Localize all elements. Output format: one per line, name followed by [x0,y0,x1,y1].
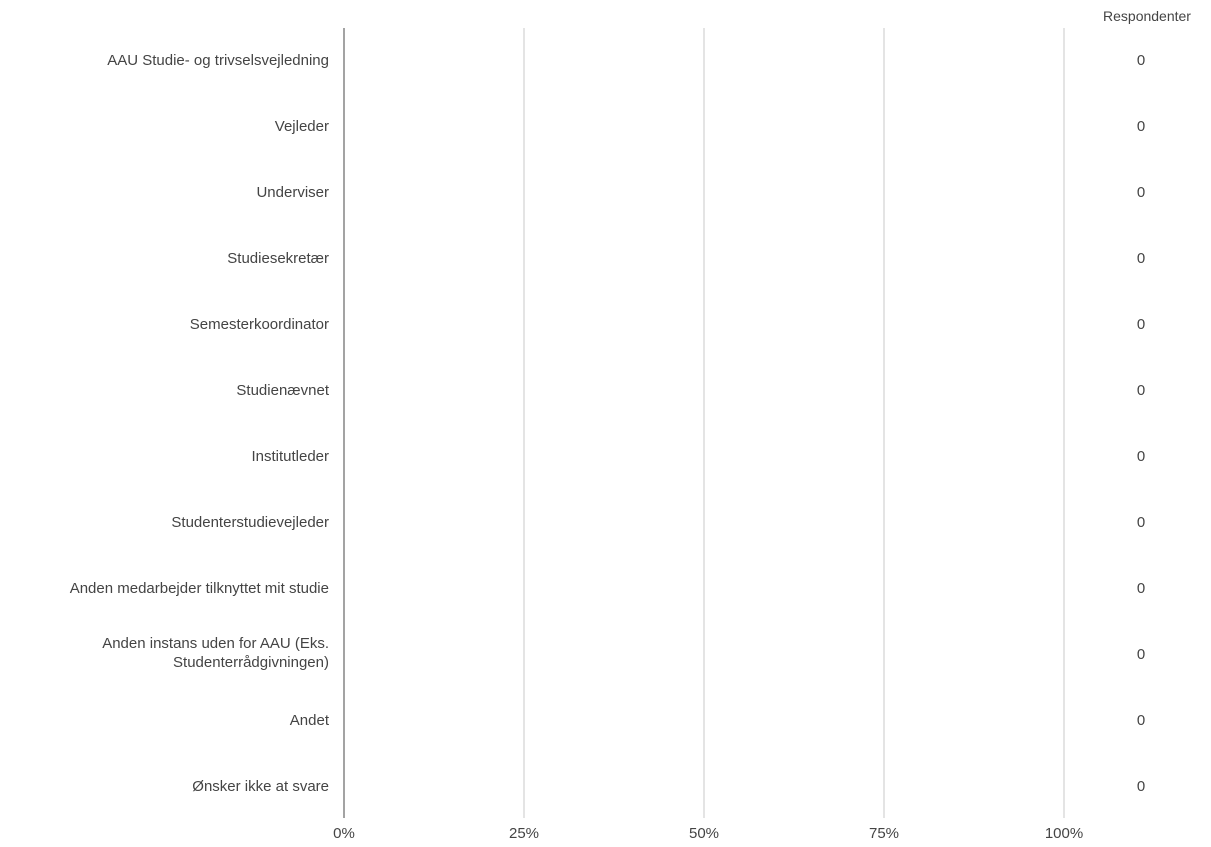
category-label: Studenterstudievejleder [171,514,329,531]
x-tick-label: 50% [689,825,719,842]
respondent-count: 0 [1137,712,1145,729]
respondent-count: 0 [1137,514,1145,531]
category-label: Semesterkoordinator [190,316,329,333]
category-label: Studiesekretær [227,250,329,267]
category-label: Vejleder [275,118,329,135]
respondent-count: 0 [1137,52,1145,69]
respondent-count: 0 [1137,382,1145,399]
respondents-column-header: Respondenter [1103,8,1191,24]
respondent-count: 0 [1137,118,1145,135]
category-label: Ønsker ikke at svare [192,778,329,795]
respondent-count: 0 [1137,250,1145,267]
respondent-values: 0 0 0 0 0 0 0 0 0 0 0 0 [1137,52,1145,795]
x-tick-label: 0% [333,825,355,842]
category-label: Institutleder [251,448,329,465]
x-tick-label: 100% [1045,825,1083,842]
category-label: Underviser [256,184,329,201]
category-label: Anden instans uden for AAU (Eks. Studente… [102,635,329,671]
respondent-count: 0 [1137,646,1145,663]
respondent-count: 0 [1137,316,1145,333]
category-label: AAU Studie- og trivselsvejledning [107,52,329,69]
respondent-count: 0 [1137,580,1145,597]
category-label: Anden medarbejder tilknyttet mit studie [70,580,329,597]
category-label: Studienævnet [236,382,329,399]
x-tick-label: 25% [509,825,539,842]
category-labels: AAU Studie- og trivselsvejledning Vejlede… [70,52,330,795]
category-label: Andet [290,712,330,729]
gridlines [523,28,1065,818]
respondent-count: 0 [1137,184,1145,201]
respondent-count: 0 [1137,778,1145,795]
x-tick-labels: 0% 25% 50% 75% 100% [333,825,1083,842]
x-tick-label: 75% [869,825,899,842]
respondent-count: 0 [1137,448,1145,465]
